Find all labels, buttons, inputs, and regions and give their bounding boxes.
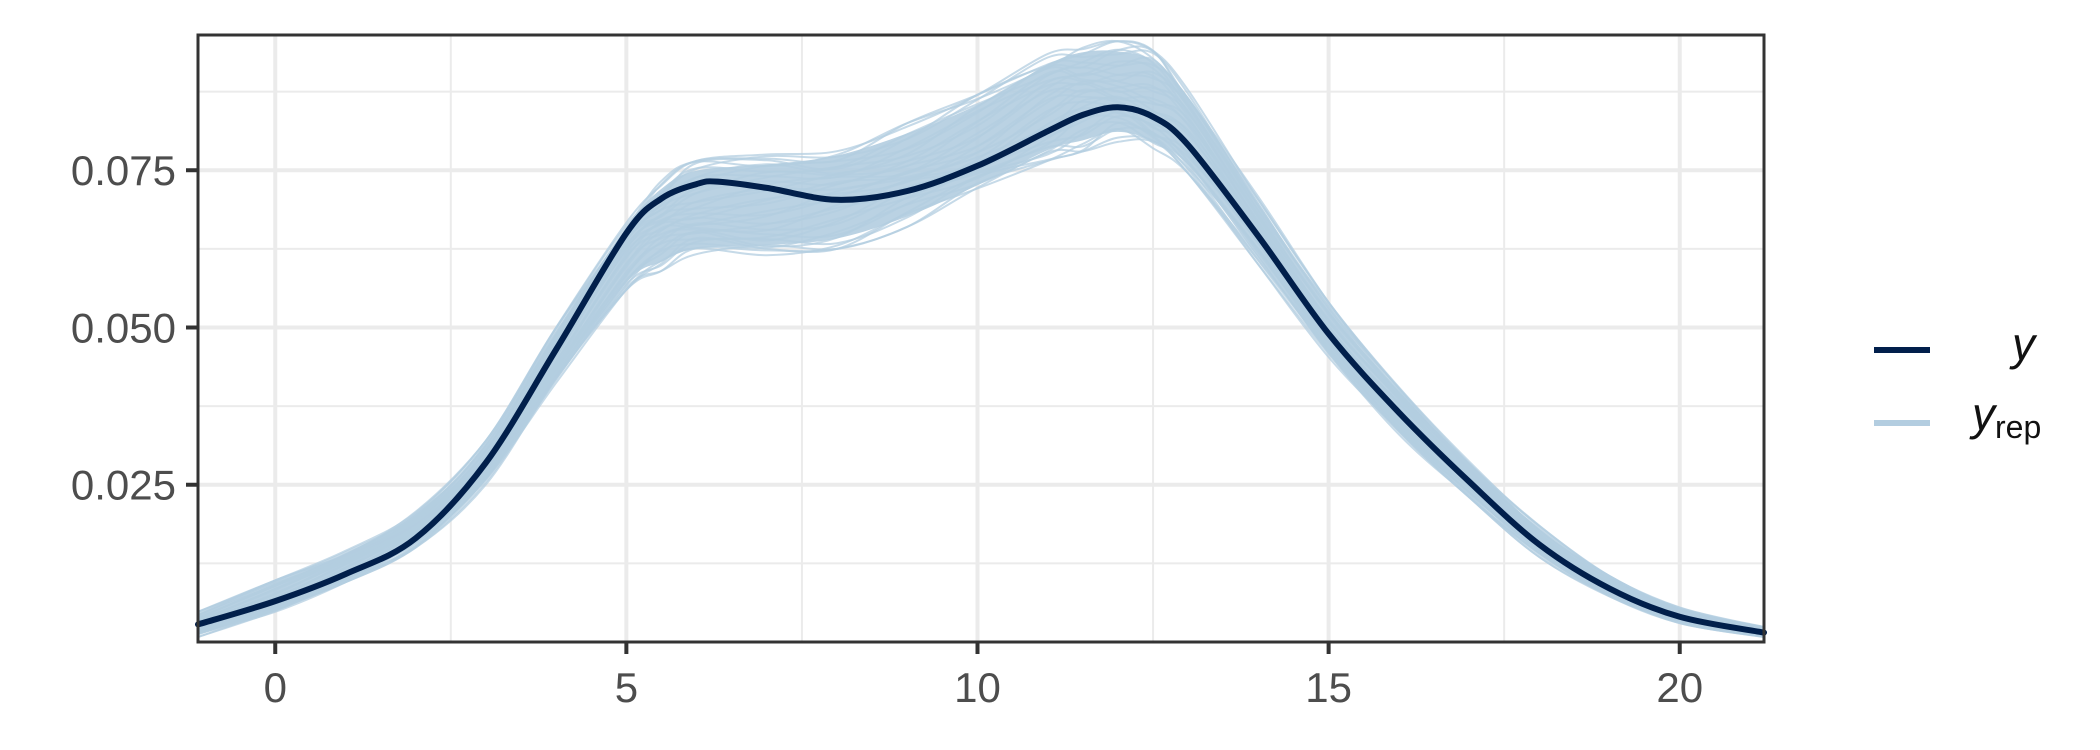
legend-label-y: y bbox=[2009, 318, 2038, 370]
x-tick-label: 10 bbox=[954, 664, 1001, 711]
panel-border bbox=[196, 33, 1766, 644]
y-line-layer bbox=[195, 104, 1767, 636]
legend-label-yrep: yrep bbox=[1969, 388, 2041, 445]
legend: y yrep bbox=[1874, 318, 2041, 445]
x-tick-label: 5 bbox=[615, 664, 638, 711]
x-axis: 0 5 10 15 20 bbox=[264, 642, 1703, 711]
legend-label-yrep-base: y bbox=[1969, 388, 1998, 440]
y-tick-label: 0.050 bbox=[71, 304, 176, 351]
y-tick-label: 0.025 bbox=[71, 462, 176, 509]
y-axis: 0.025 0.050 0.075 bbox=[71, 147, 198, 509]
y-tick-label: 0.075 bbox=[71, 147, 176, 194]
x-tick-label: 0 bbox=[264, 664, 287, 711]
legend-label-yrep-subscript: rep bbox=[1995, 409, 2041, 445]
x-tick-label: 20 bbox=[1656, 664, 1703, 711]
x-tick-label: 15 bbox=[1305, 664, 1352, 711]
y-line bbox=[195, 104, 1767, 636]
yrep-curve bbox=[197, 40, 1765, 628]
